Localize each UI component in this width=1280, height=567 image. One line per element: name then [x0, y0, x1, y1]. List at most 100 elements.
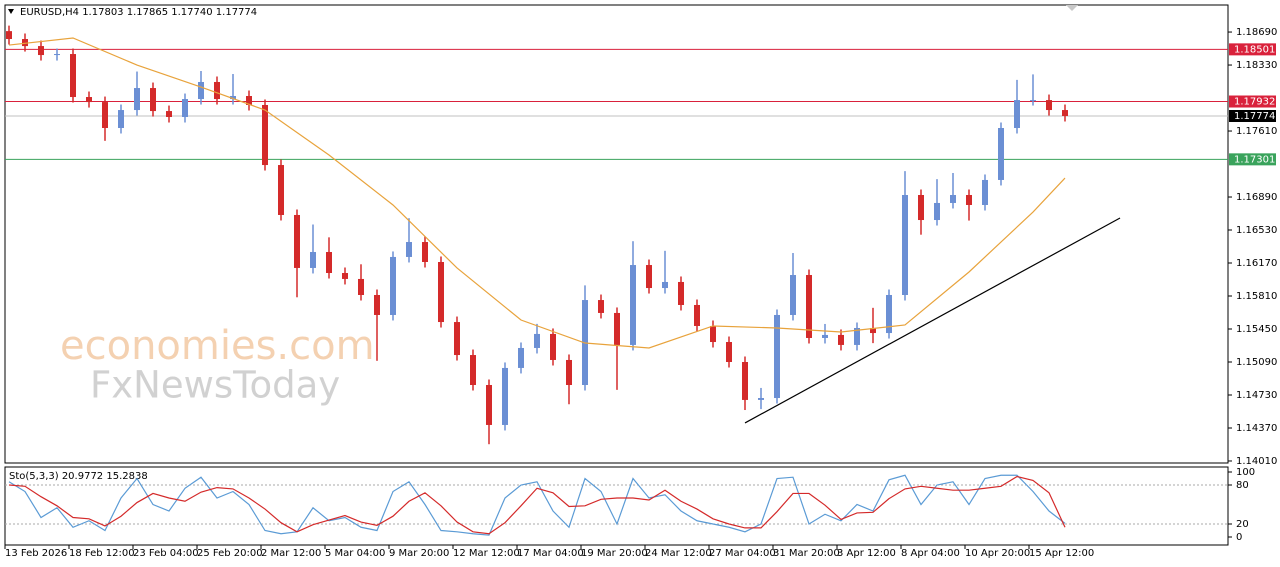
- candle-body: [838, 334, 844, 345]
- candle-body: [886, 294, 892, 334]
- candle-body: [198, 81, 204, 100]
- x-tick-label: 18 Feb 12:00: [69, 548, 135, 559]
- y-tick-label: 1.16890: [1236, 192, 1277, 203]
- menu-arrow: [8, 9, 14, 14]
- candle-body: [1046, 100, 1052, 111]
- y-tick-label: 1.14010: [1236, 456, 1277, 467]
- price-level-label: 1.18501: [1234, 44, 1275, 55]
- candle-body: [246, 96, 252, 105]
- candle-body: [982, 179, 988, 205]
- candle-body: [406, 242, 412, 257]
- watermark: economies.com: [60, 323, 375, 369]
- candle-body: [678, 281, 684, 305]
- candle-body: [70, 54, 76, 98]
- candle-body: [278, 165, 284, 215]
- candle-body: [806, 275, 812, 338]
- x-tick-label: 3 Apr 12:00: [837, 548, 896, 559]
- candle-body: [38, 46, 44, 56]
- candle-body: [726, 342, 732, 362]
- y-tick-label: 1.18690: [1236, 27, 1277, 38]
- candle-body: [150, 88, 156, 112]
- candle-body: [358, 278, 364, 295]
- stochastic-line: [8, 474, 1066, 536]
- candle-body: [6, 31, 12, 40]
- candle-body: [630, 265, 636, 345]
- x-tick-label: 27 Mar 04:00: [709, 548, 776, 559]
- x-tick-label: 8 Apr 04:00: [901, 548, 960, 559]
- candle-body: [566, 359, 572, 386]
- candle-body: [550, 333, 556, 360]
- candle-body: [422, 242, 428, 263]
- trend-line: [744, 217, 1121, 424]
- candle-body: [502, 367, 508, 425]
- candle-body: [710, 325, 716, 343]
- candle-body: [758, 398, 764, 400]
- candle-body: [1014, 100, 1020, 129]
- candle-body: [662, 281, 668, 289]
- candle-body: [118, 110, 124, 129]
- x-tick-label: 25 Feb 20:00: [197, 548, 263, 559]
- x-tick-label: 23 Feb 04:00: [133, 548, 199, 559]
- candle-body: [326, 252, 332, 273]
- x-tick-label: 19 Mar 20:00: [581, 548, 648, 559]
- y-tick-label: 1.18330: [1236, 60, 1277, 71]
- y-tick-label: 1.15450: [1236, 324, 1277, 335]
- x-tick-label: 2 Mar 12:00: [261, 548, 321, 559]
- candle-body: [518, 347, 524, 368]
- y-tick-label: 1.16170: [1236, 258, 1277, 269]
- candle-body: [534, 333, 540, 348]
- candle-body: [294, 214, 300, 268]
- price-level-tag: [1229, 43, 1276, 56]
- candle-body: [902, 195, 908, 295]
- candle-body: [310, 252, 316, 268]
- stochastic-panel: [4, 466, 1229, 546]
- y-tick-label: 1.16530: [1236, 225, 1277, 236]
- y-tick-label: 0: [1236, 532, 1242, 543]
- candle-body: [486, 385, 492, 425]
- y-tick-label: 80: [1236, 480, 1249, 491]
- candle-body: [134, 88, 140, 111]
- x-tick-label: 12 Mar 12:00: [453, 548, 520, 559]
- candle-body: [102, 102, 108, 129]
- x-tick-label: 10 Apr 20:00: [965, 548, 1030, 559]
- y-tick-label: 1.15810: [1236, 291, 1277, 302]
- x-tick-label: 15 Apr 12:00: [1029, 548, 1094, 559]
- candle-body: [918, 195, 924, 221]
- y-tick-label: 100: [1236, 467, 1255, 478]
- candle-body: [598, 300, 604, 313]
- x-tick-label: 9 Mar 20:00: [389, 548, 449, 559]
- candle-body: [742, 361, 748, 400]
- x-tick-label: 24 Mar 12:00: [645, 548, 712, 559]
- price-level-tag: [1229, 95, 1276, 108]
- price-level-tag: [1229, 109, 1276, 122]
- candle-body: [870, 327, 876, 334]
- price-level-tag: [1229, 153, 1276, 166]
- candle-body: [214, 81, 220, 100]
- y-tick-label: 1.15090: [1236, 357, 1277, 368]
- price-level-label: 1.17774: [1234, 111, 1275, 122]
- candle-body: [774, 314, 780, 399]
- y-tick-label: 20: [1236, 519, 1249, 530]
- y-tick-label: 1.14370: [1236, 423, 1277, 434]
- candle-body: [934, 202, 940, 221]
- chart-title: EURUSD,H4 1.17803 1.17865 1.17740 1.1777…: [20, 7, 257, 18]
- x-tick-label: 13 Feb 2026: [5, 548, 67, 559]
- main-plot: [5, 25, 1228, 445]
- moving-average: [8, 37, 1066, 349]
- candle-body: [854, 327, 860, 345]
- candle-body: [614, 312, 620, 345]
- candle-body: [646, 265, 652, 289]
- candle-body: [54, 54, 60, 56]
- price-level-label: 1.17301: [1234, 154, 1275, 165]
- candle-body: [790, 275, 796, 315]
- x-tick-label: 5 Mar 04:00: [325, 548, 385, 559]
- candle-body: [342, 272, 348, 279]
- candle-body: [390, 256, 396, 315]
- candle-body: [966, 195, 972, 205]
- candle-body: [454, 322, 460, 356]
- candle-body: [950, 195, 956, 203]
- watermark: FxNewsToday: [90, 364, 340, 407]
- candle-body: [998, 128, 1004, 180]
- candle-body: [182, 99, 188, 118]
